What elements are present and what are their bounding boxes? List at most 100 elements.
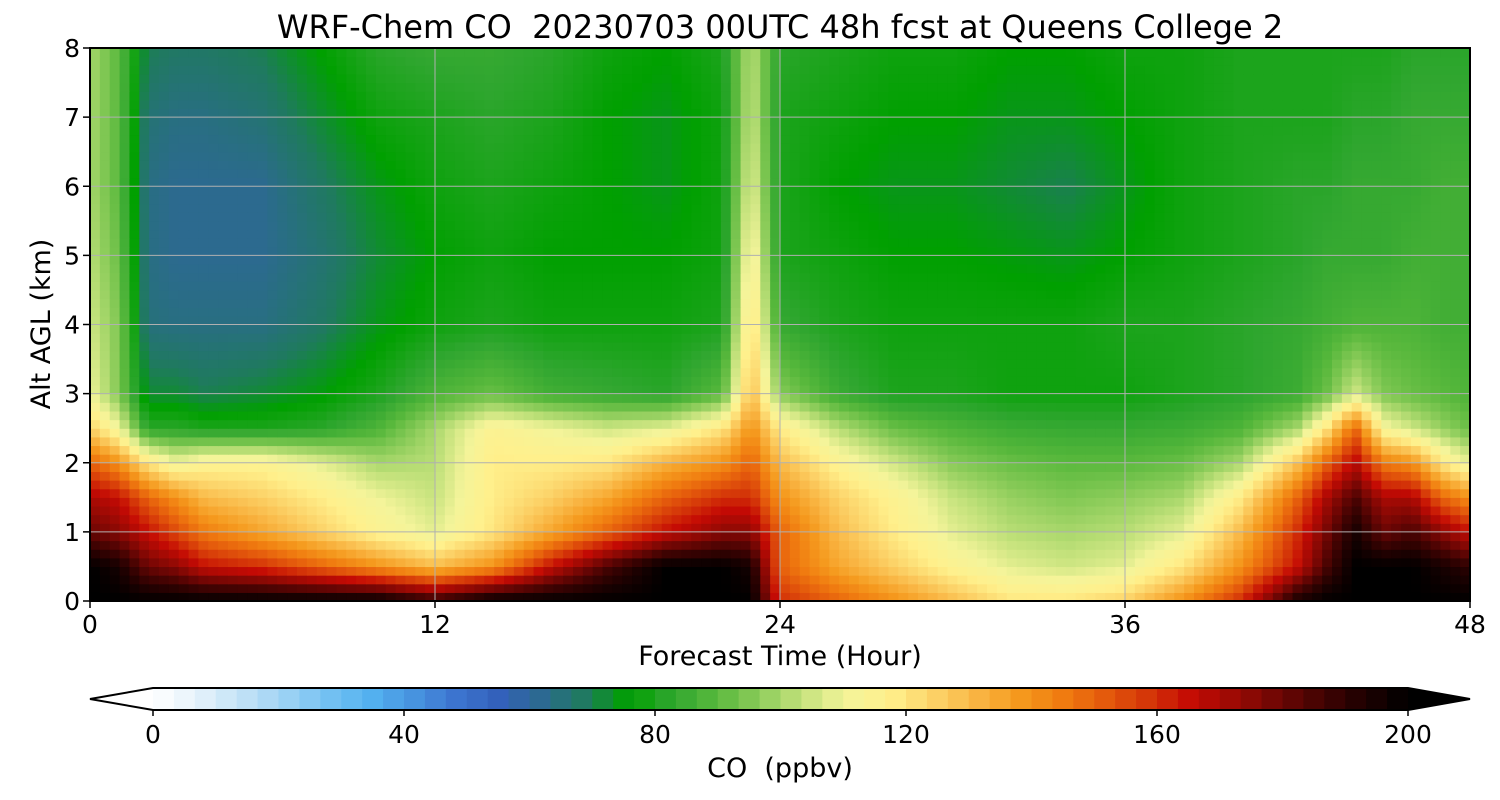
- heat-cell: [1056, 488, 1067, 498]
- heat-cell: [188, 315, 200, 326]
- heat-cell: [1302, 497, 1313, 507]
- heat-cell: [582, 393, 594, 403]
- heat-cell: [1263, 471, 1274, 481]
- heat-cell: [228, 359, 239, 369]
- heat-cell: [1381, 367, 1392, 377]
- heat-cell: [1105, 367, 1116, 377]
- heat-cell: [1105, 436, 1116, 447]
- heat-cell: [1095, 480, 1106, 490]
- heat-cell: [316, 341, 328, 352]
- heat-cell: [1213, 592, 1225, 601]
- heat-cell: [1095, 410, 1106, 421]
- heat-cell: [1430, 367, 1442, 377]
- heat-cell: [257, 523, 269, 533]
- heat-cell: [1164, 514, 1175, 524]
- heat-cell: [770, 419, 781, 429]
- heat-cell: [839, 402, 850, 412]
- heat-cell: [139, 566, 150, 576]
- heat-cell: [405, 324, 416, 334]
- heat-cell: [1371, 419, 1382, 429]
- heat-cell: [770, 531, 781, 542]
- heat-cell: [1332, 324, 1343, 334]
- heat-cell: [385, 367, 397, 377]
- heat-cell: [454, 454, 466, 464]
- heat-cell: [642, 531, 653, 542]
- heat-cell: [1184, 341, 1195, 352]
- heat-cell: [109, 393, 121, 403]
- heat-cell: [247, 289, 259, 300]
- heat-cell: [435, 350, 446, 360]
- heat-cell: [770, 557, 781, 568]
- heat-cell: [119, 341, 131, 352]
- heat-cell: [1233, 566, 1244, 576]
- chart-title: WRF-Chem CO 20230703 00UTC 48h fcst at Q…: [277, 8, 1283, 46]
- heat-cell: [967, 315, 978, 326]
- heat-cell: [109, 428, 121, 438]
- heat-cell: [1371, 333, 1382, 343]
- heat-cell: [977, 531, 988, 542]
- heat-cell: [651, 333, 663, 343]
- heat-cell: [592, 428, 604, 438]
- heat-cell: [849, 454, 860, 464]
- heat-cell: [937, 575, 949, 585]
- heat-cell: [454, 480, 466, 490]
- heat-cell: [770, 583, 781, 593]
- heat-cell: [1253, 419, 1264, 429]
- heat-cell: [799, 298, 811, 308]
- heat-cell: [1203, 575, 1215, 585]
- heat-cell: [395, 436, 407, 447]
- heat-cell: [405, 289, 416, 300]
- heat-cell: [1460, 419, 1470, 429]
- heat-cell: [1243, 462, 1254, 472]
- heat-cell: [1194, 298, 1205, 308]
- heat-cell: [1401, 497, 1412, 507]
- heat-cell: [1164, 384, 1175, 395]
- heat-cell: [1243, 531, 1254, 542]
- heat-cell: [188, 428, 200, 438]
- heat-cell: [819, 462, 830, 472]
- heat-cell: [691, 376, 702, 386]
- heat-cell: [375, 445, 387, 455]
- heat-cell: [1134, 367, 1146, 377]
- heat-cell: [1322, 367, 1333, 377]
- heat-cell: [129, 497, 140, 507]
- heat-cell: [1322, 341, 1333, 352]
- heat-cell: [1006, 298, 1018, 308]
- heat-cell: [750, 497, 761, 507]
- heat-cell: [218, 324, 229, 334]
- heat-cell: [346, 540, 357, 550]
- heat-cell: [1184, 505, 1195, 516]
- heat-cell: [188, 419, 200, 429]
- heat-cell: [1154, 393, 1166, 403]
- heat-cell: [937, 583, 949, 593]
- heat-cell: [691, 289, 702, 300]
- heat-cell: [1282, 557, 1294, 568]
- heat-cell: [622, 531, 633, 542]
- heat-cell: [1410, 419, 1422, 429]
- heat-cell: [178, 471, 190, 481]
- heat-cell: [1223, 428, 1235, 438]
- heat-cell: [425, 393, 436, 403]
- heat-cell: [1105, 471, 1116, 481]
- heat-cell: [740, 540, 752, 550]
- heat-cell: [967, 445, 978, 455]
- heat-cell: [1243, 307, 1254, 317]
- heat-cell: [1065, 436, 1077, 447]
- heat-cell: [858, 359, 870, 369]
- heat-cell: [415, 549, 426, 559]
- heat-cell: [109, 298, 121, 308]
- heat-cell: [375, 531, 387, 542]
- heat-cell: [1085, 402, 1097, 412]
- heat-cell: [1302, 592, 1313, 601]
- heat-cell: [1174, 436, 1185, 447]
- heat-cell: [809, 523, 821, 533]
- heat-cell: [513, 419, 525, 429]
- heat-cell: [1391, 557, 1402, 568]
- heat-cell: [346, 445, 357, 455]
- heat-cell: [198, 505, 209, 516]
- heat-cell: [1144, 575, 1156, 585]
- heat-cell: [159, 462, 170, 472]
- heat-cell: [306, 315, 318, 326]
- heat-cell: [306, 471, 318, 481]
- heat-cell: [996, 359, 1008, 369]
